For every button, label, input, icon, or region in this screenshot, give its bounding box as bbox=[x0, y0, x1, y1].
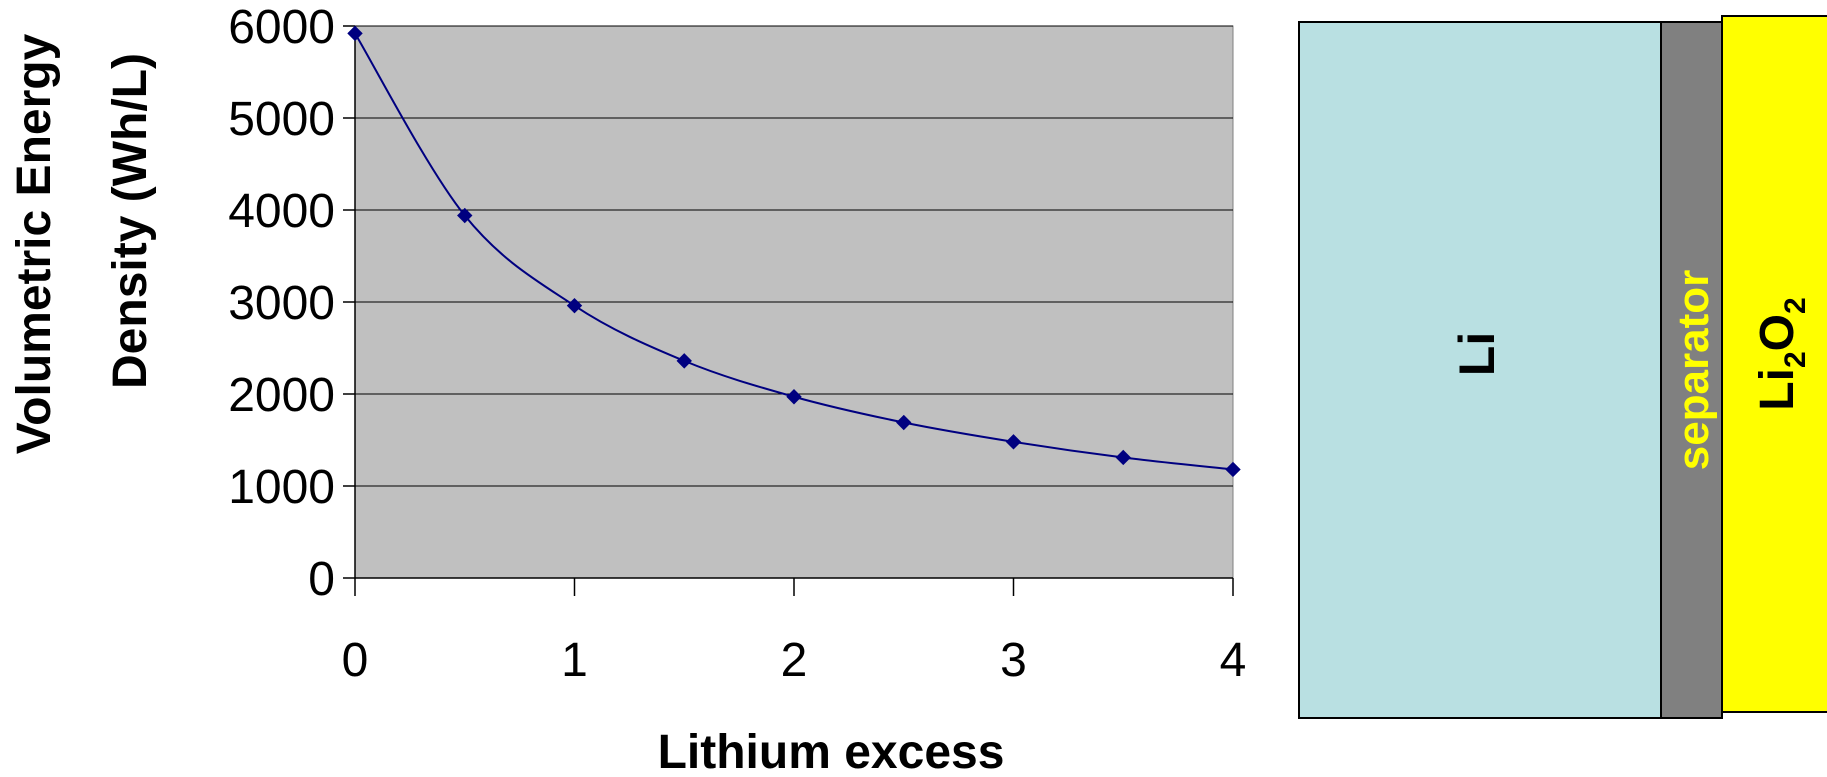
x-tick-label: 1 bbox=[561, 634, 588, 687]
y-tick-label: 6000 bbox=[228, 1, 335, 54]
y-axis-title-line2: Density (Wh/L) bbox=[104, 53, 157, 389]
gridlines bbox=[355, 25, 1233, 487]
x-tick-labels: 0 1 2 3 4 bbox=[342, 634, 1247, 687]
data-point-marker bbox=[1115, 449, 1131, 466]
y-tick-label: 4000 bbox=[228, 185, 335, 238]
energy-density-chart: 0 1000 2000 3000 4000 5000 6000 0 1 2 3 4 Lithium … bbox=[8, 1, 1246, 777]
series-markers bbox=[347, 25, 1241, 478]
cathode-label-li: Li bbox=[1751, 368, 1804, 411]
y-tick-label: 2000 bbox=[228, 369, 335, 422]
li2o2-cathode-block bbox=[1721, 15, 1827, 713]
x-axis-title: Lithium excess bbox=[658, 726, 1005, 777]
data-point-marker bbox=[1005, 434, 1022, 450]
x-tick-label: 2 bbox=[781, 634, 808, 687]
cathode-label-sub2: 2 bbox=[1779, 297, 1812, 314]
data-point-marker bbox=[786, 389, 802, 405]
series-line bbox=[354, 32, 1234, 471]
data-point-marker bbox=[676, 353, 692, 369]
cathode-label-sub1: 2 bbox=[1779, 351, 1812, 368]
separator-label: separator bbox=[1669, 270, 1718, 471]
anode-label: Li bbox=[1449, 332, 1505, 376]
lithium-anode-block bbox=[1298, 21, 1662, 719]
data-point-marker bbox=[896, 414, 912, 431]
x-tick-label: 3 bbox=[1000, 634, 1027, 687]
cathode-label-o: O bbox=[1751, 314, 1804, 351]
data-point-marker bbox=[457, 207, 473, 224]
data-point-marker bbox=[1225, 461, 1241, 478]
data-point-marker bbox=[566, 297, 583, 314]
separator-block bbox=[1660, 21, 1723, 719]
battery-schematic: Li separator Li2O2 bbox=[1298, 15, 1827, 719]
x-tick-label: 4 bbox=[1220, 634, 1247, 687]
axes bbox=[343, 25, 1234, 596]
y-tick-label: 3000 bbox=[228, 277, 335, 330]
y-tick-label: 0 bbox=[308, 553, 335, 606]
x-tick-label: 0 bbox=[342, 634, 369, 687]
y-axis-title-line1: Volumetric Energy bbox=[8, 33, 61, 454]
cathode-label: Li2O2 bbox=[1751, 297, 1812, 410]
y-tick-labels: 0 1000 2000 3000 4000 5000 6000 bbox=[228, 1, 335, 606]
y-tick-label: 1000 bbox=[228, 461, 335, 514]
y-tick-label: 5000 bbox=[228, 93, 335, 146]
data-point-marker bbox=[347, 25, 363, 42]
